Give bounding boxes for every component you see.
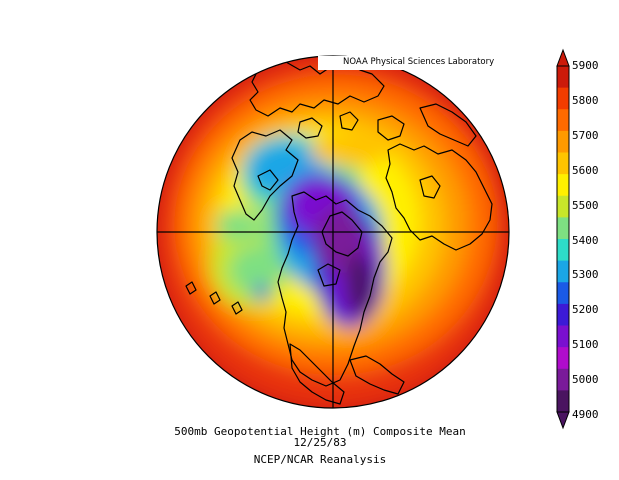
colorbar-tick-label: 5600 [572, 163, 599, 177]
colorbar-swatch [557, 260, 569, 283]
colorbar-swatch [557, 390, 569, 413]
colorbar-swatch [557, 217, 569, 240]
colorbar-tick-label: 4900 [572, 408, 599, 421]
colorbar-swatch [557, 87, 569, 110]
colorbar-tick-label: 5300 [572, 268, 599, 282]
colorbar-max-arrow [556, 48, 570, 67]
colorbar-frame [556, 65, 570, 413]
colorbar-swatch [557, 174, 569, 197]
colorbar-tick-label: 5500 [572, 198, 599, 212]
colorbar-swatch [557, 368, 569, 391]
map-source: NCEP/NCAR Reanalysis [253, 453, 387, 466]
colorbar-tick-label: 5900 [572, 59, 599, 72]
colorbar-swatch [557, 239, 569, 262]
colorbar-swatch [557, 282, 569, 305]
colorbar-swatch [557, 325, 569, 348]
lab-label: NOAA Physical Sciences Laboratory [343, 57, 495, 67]
colorbar [556, 48, 570, 430]
map-title: 500mb Geopotential Height (m) Composite … [174, 425, 466, 438]
colorbar-tick-label: 5000 [572, 373, 599, 387]
map-date: 12/25/83 [293, 436, 347, 449]
colorbar-swatch [557, 109, 569, 132]
coastlines [185, 61, 493, 405]
colorbar-swatch [557, 130, 569, 153]
colorbar-tick-label: 5800 [572, 93, 599, 107]
colorbar-tick-label: 5200 [572, 303, 599, 317]
colorbar-swatch [557, 303, 569, 326]
colorbar-swatch [557, 195, 569, 218]
colorbar-swatch [557, 66, 569, 89]
lab-label-box [318, 56, 518, 70]
colorbar-swatch [557, 347, 569, 370]
height-field [157, 56, 509, 408]
colorbar-min-arrow [556, 411, 570, 430]
colorbar-tick-label: 5700 [572, 128, 599, 142]
colorbar-tick-label: 5100 [572, 338, 599, 352]
colorbar-tick-label: 5400 [572, 233, 599, 247]
colorbar-swatch [557, 152, 569, 175]
